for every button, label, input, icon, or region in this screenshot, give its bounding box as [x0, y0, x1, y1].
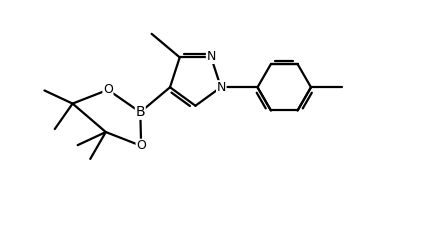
Text: B: B: [135, 105, 145, 119]
Text: O: O: [136, 139, 146, 152]
Text: N: N: [217, 81, 226, 94]
Text: O: O: [103, 83, 113, 96]
Text: N: N: [207, 50, 216, 63]
